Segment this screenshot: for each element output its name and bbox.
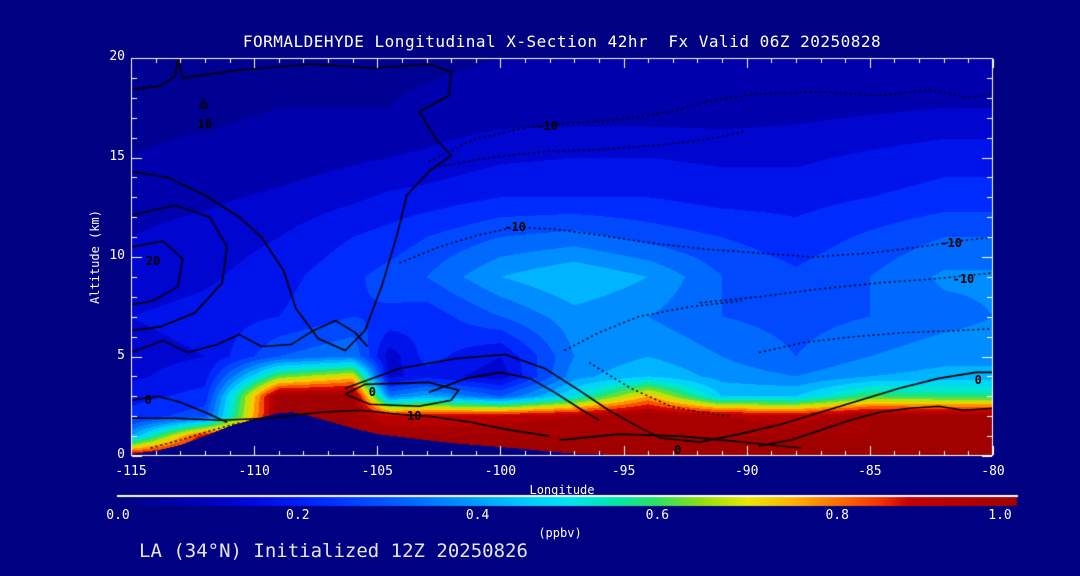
colorbar-tick-label: 1.0 bbox=[988, 508, 1012, 523]
x-tick-label: -110 bbox=[238, 464, 270, 479]
colorbar-tick-label: 0.4 bbox=[465, 508, 490, 523]
init-footer-text: LA (34°N) Initialized 12Z 20250826 bbox=[139, 540, 528, 562]
y-tick-label: 15 bbox=[109, 148, 125, 164]
colorbar-tick-label: 0.8 bbox=[825, 508, 849, 523]
y-tick-label: 5 bbox=[117, 347, 125, 363]
x-tick-label: -90 bbox=[734, 464, 759, 479]
contour-label: 0 bbox=[974, 373, 982, 388]
contour-label: -10 bbox=[536, 118, 559, 133]
x-tick-label: -85 bbox=[858, 464, 882, 479]
colorbar-tick-label: 0.0 bbox=[106, 508, 130, 523]
x-tick-label: -95 bbox=[611, 464, 636, 479]
chart-title: FORMALDEHYDE Longitudinal X-Section 42hr… bbox=[242, 32, 882, 51]
contour-label: 0 bbox=[368, 385, 376, 400]
x-tick-label: -80 bbox=[981, 464, 1005, 479]
contour-label: 10 bbox=[406, 409, 422, 424]
colorbar-unit-label: (ppbv) bbox=[538, 526, 582, 540]
x-tick-label: -115 bbox=[115, 464, 147, 479]
colorbar-tick-label: 0.6 bbox=[645, 508, 670, 523]
y-tick-label: 10 bbox=[109, 248, 125, 263]
contour-label: -10 bbox=[952, 271, 975, 286]
contour-label: 10 bbox=[197, 116, 213, 131]
y-tick-label: 0 bbox=[117, 447, 125, 462]
contour-label: -10 bbox=[504, 220, 527, 235]
colorbar-tick-label: 0.2 bbox=[286, 508, 310, 523]
x-tick-label: -105 bbox=[361, 464, 393, 479]
contour-label: -10 bbox=[940, 236, 962, 251]
contour-label: 20 bbox=[145, 253, 161, 268]
contour-label: 0 bbox=[144, 393, 152, 408]
contour-label: 0 bbox=[674, 443, 682, 458]
x-tick-label: -100 bbox=[484, 464, 517, 479]
x-axis-label: Longitude bbox=[529, 483, 595, 497]
y-tick-label: 20 bbox=[109, 49, 125, 64]
